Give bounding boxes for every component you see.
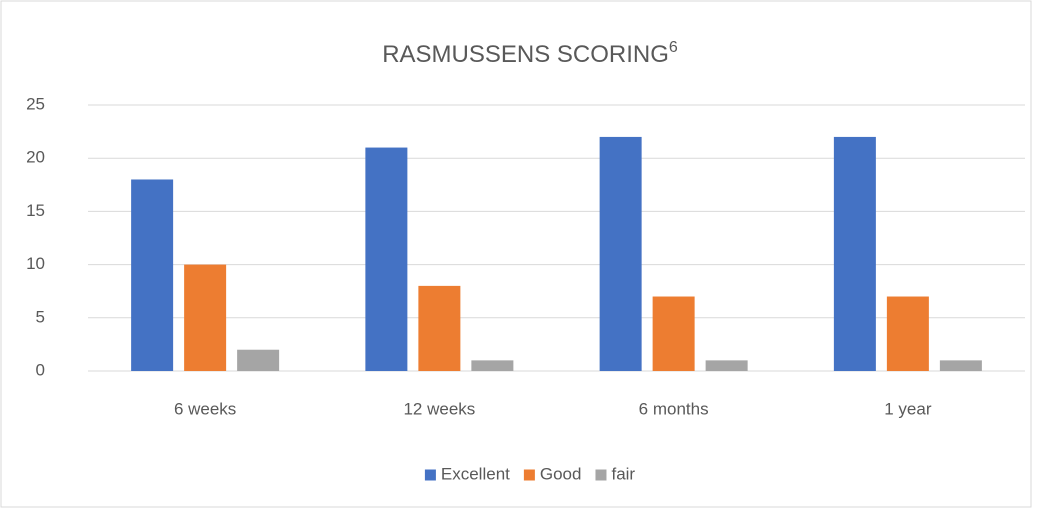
- bar: [886, 296, 929, 371]
- legend-swatch: [523, 469, 535, 481]
- legend-swatch: [424, 469, 436, 481]
- y-tick-label: 25: [26, 94, 45, 113]
- bar: [365, 147, 408, 371]
- bar: [237, 349, 280, 371]
- bar: [939, 360, 982, 371]
- bar: [184, 264, 227, 371]
- bar: [833, 136, 876, 371]
- x-tick-label: 6 months: [639, 399, 709, 418]
- legend-label: Good: [540, 464, 582, 483]
- legend-label: Excellent: [441, 464, 510, 483]
- bar: [652, 296, 695, 371]
- y-tick-label: 0: [36, 360, 45, 379]
- title-text: RASMUSSENS SCORING: [382, 41, 669, 68]
- bar: [705, 360, 748, 371]
- bar: [418, 285, 461, 371]
- y-tick-label: 20: [26, 148, 45, 167]
- title-superscript: 6: [669, 39, 678, 56]
- legend-label: fair: [611, 464, 635, 483]
- x-tick-label: 1 year: [884, 399, 932, 418]
- y-tick-label: 5: [36, 307, 45, 326]
- bar: [471, 360, 514, 371]
- x-tick-label: 12 weeks: [403, 399, 475, 418]
- bar: [131, 179, 174, 371]
- chart-title: RASMUSSENS SCORING6: [382, 39, 678, 68]
- y-tick-label: 10: [26, 254, 45, 273]
- y-tick-label: 15: [26, 201, 45, 220]
- bar: [599, 136, 642, 371]
- x-tick-label: 6 weeks: [174, 399, 236, 418]
- legend-swatch: [595, 469, 607, 481]
